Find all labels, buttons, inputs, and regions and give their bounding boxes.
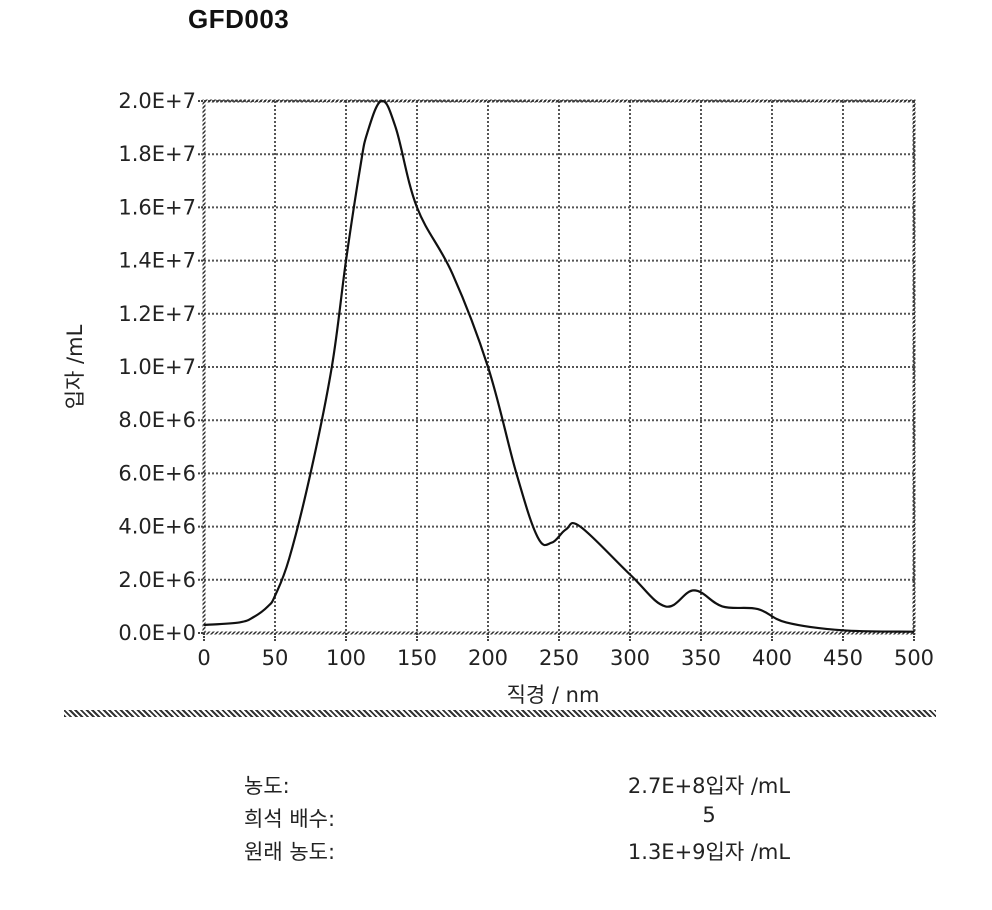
y-axis-ticks: 0.0E+0 2.0E+6 4.0E+6 6.0E+6 8.0E+6 1.0E+7 1.2E… bbox=[118, 89, 196, 645]
x-tick-label: 500 bbox=[894, 646, 934, 670]
plot-border-right bbox=[913, 100, 916, 635]
size-distribution-chart: 0.0E+0 2.0E+6 4.0E+6 6.0E+6 8.0E+6 1.0E+7 1.2E… bbox=[0, 0, 992, 705]
x-tick-label: 300 bbox=[610, 646, 650, 670]
stat-label: 희석 배수: bbox=[244, 803, 335, 833]
y-tick-label: 2.0E+6 bbox=[118, 568, 196, 592]
x-tick-label: 200 bbox=[468, 646, 508, 670]
x-axis-ticks: 0 50 100 150 200 250 300 350 400 450 500 bbox=[197, 646, 934, 670]
stat-label: 원래 농도: bbox=[244, 836, 335, 866]
x-tick-label: 350 bbox=[681, 646, 721, 670]
y-axis-label: 입자 /mL bbox=[63, 324, 87, 409]
plot-grid bbox=[204, 101, 914, 633]
x-tick-label: 150 bbox=[397, 646, 437, 670]
x-tick-label: 450 bbox=[823, 646, 863, 670]
stat-label: 농도: bbox=[244, 770, 290, 800]
plot-axes bbox=[198, 100, 916, 642]
y-tick-label: 8.0E+6 bbox=[118, 408, 196, 432]
y-tick-label: 0.0E+0 bbox=[118, 621, 196, 645]
y-tick-label: 2.0E+7 bbox=[118, 89, 196, 113]
stat-value: 1.3E+9입자 /mL bbox=[559, 836, 859, 866]
stat-row-dilution-factor: 희석 배수: 5 bbox=[244, 803, 864, 836]
plot-border-top bbox=[203, 100, 916, 103]
stat-value: 5 bbox=[559, 803, 859, 827]
stats-panel: 농도: 2.7E+8입자 /mL 희석 배수: 5 원래 농도: 1.3E+9입… bbox=[244, 770, 864, 869]
stat-value: 2.7E+8입자 /mL bbox=[559, 770, 859, 800]
divider bbox=[64, 710, 936, 717]
y-tick-label: 1.8E+7 bbox=[118, 142, 196, 166]
x-axis-label: 직경 / nm bbox=[507, 683, 600, 705]
x-tick-label: 400 bbox=[752, 646, 792, 670]
y-tick-label: 1.0E+7 bbox=[118, 355, 196, 379]
y-tick-label: 1.4E+7 bbox=[118, 249, 196, 273]
y-tick-label: 1.6E+7 bbox=[118, 195, 196, 219]
x-tick-label: 0 bbox=[197, 646, 210, 670]
x-tick-label: 100 bbox=[326, 646, 366, 670]
x-tick-label: 250 bbox=[539, 646, 579, 670]
x-axis-line bbox=[203, 632, 916, 635]
y-tick-label: 1.2E+7 bbox=[118, 302, 196, 326]
x-tick-label: 50 bbox=[262, 646, 289, 670]
y-tick-label: 6.0E+6 bbox=[118, 461, 196, 485]
stat-row-original-concentration: 원래 농도: 1.3E+9입자 /mL bbox=[244, 836, 864, 869]
y-axis-line bbox=[203, 100, 206, 635]
stat-row-concentration: 농도: 2.7E+8입자 /mL bbox=[244, 770, 864, 803]
y-tick-label: 4.0E+6 bbox=[118, 515, 196, 539]
